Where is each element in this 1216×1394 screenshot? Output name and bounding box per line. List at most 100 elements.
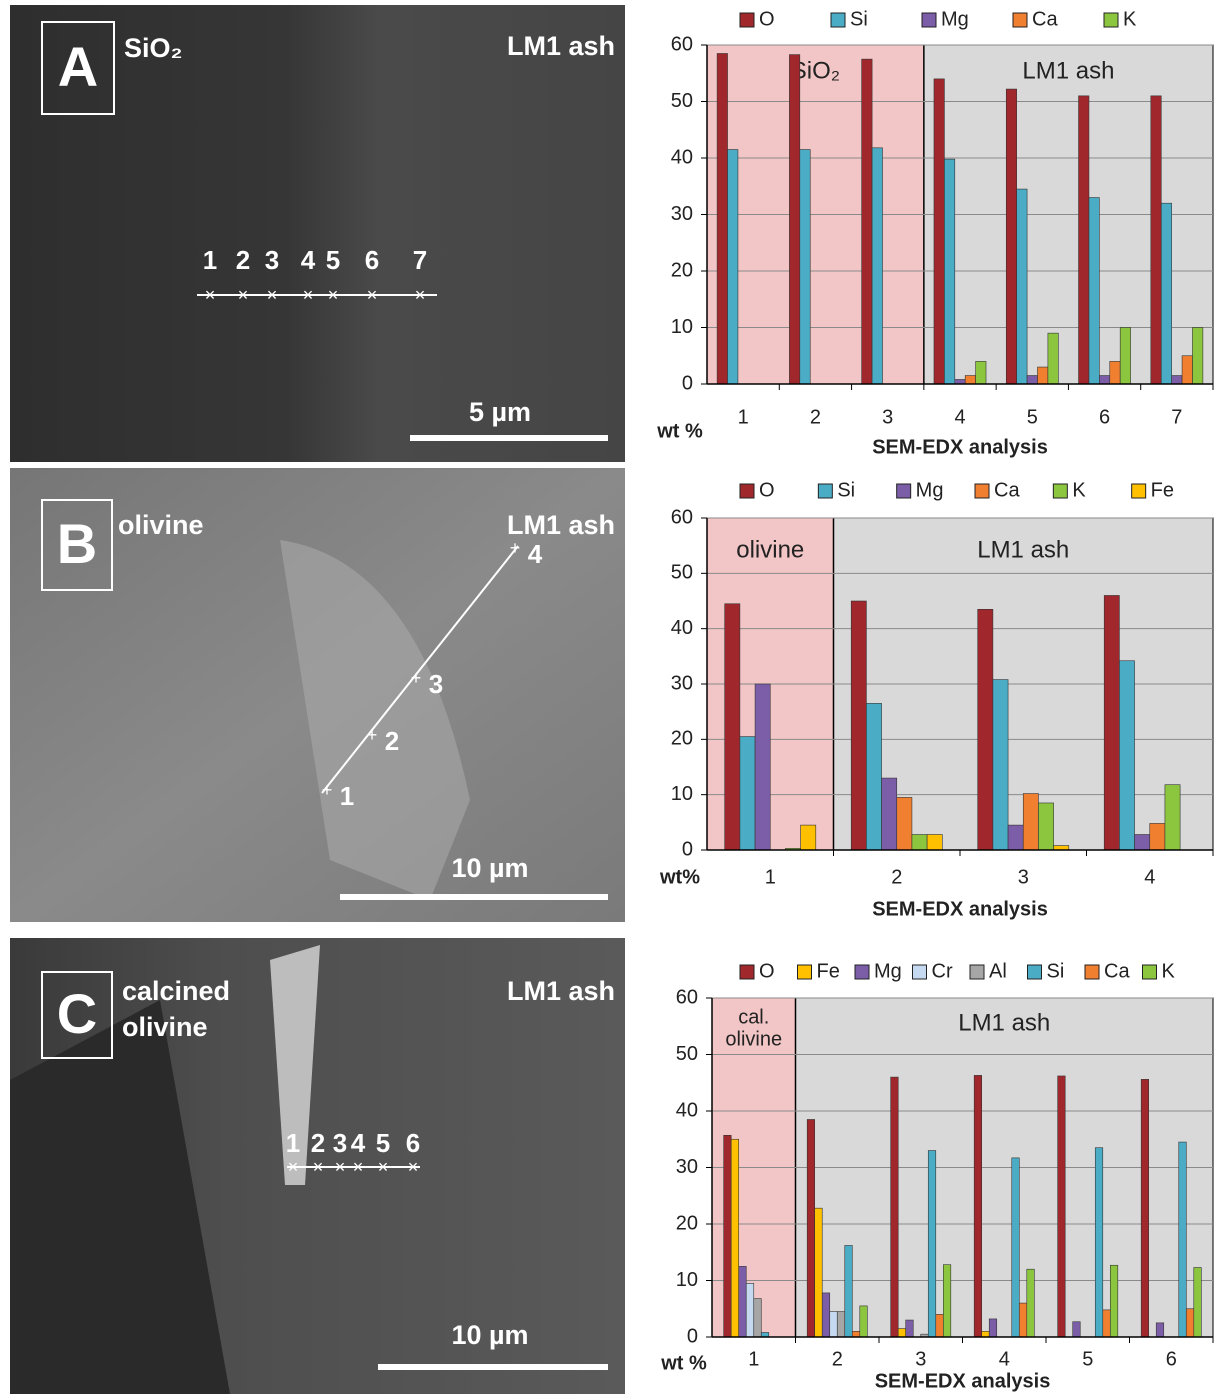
bar bbox=[1016, 188, 1028, 385]
point-marker: × bbox=[408, 1157, 419, 1177]
point-marker: × bbox=[367, 285, 378, 305]
y-tick-label: 0 bbox=[682, 838, 693, 860]
bar bbox=[727, 149, 739, 385]
panel-letter: A bbox=[58, 35, 98, 98]
region-label: olivine bbox=[725, 1028, 782, 1050]
bar bbox=[1109, 361, 1121, 385]
x-tick-label: 3 bbox=[915, 1348, 926, 1370]
legend-swatch bbox=[969, 964, 985, 980]
bar bbox=[829, 1311, 838, 1338]
y-tick-label: 30 bbox=[671, 672, 693, 694]
bar bbox=[754, 683, 771, 851]
matrix-label: LM1 ash bbox=[507, 510, 615, 540]
y-tick-label: 40 bbox=[671, 617, 693, 639]
point-marker: × bbox=[267, 285, 278, 305]
bar bbox=[927, 1150, 937, 1338]
legend-swatch bbox=[739, 12, 755, 28]
bar bbox=[973, 1075, 983, 1338]
bar bbox=[800, 824, 817, 851]
bar bbox=[821, 1292, 831, 1338]
legend-label: K bbox=[1162, 960, 1176, 982]
bar bbox=[789, 54, 801, 385]
y-tick-label: 30 bbox=[671, 203, 693, 225]
y-tick-label: 0 bbox=[687, 1325, 698, 1347]
legend-label: Si bbox=[850, 8, 868, 30]
bar bbox=[1140, 1079, 1150, 1338]
bar bbox=[861, 58, 873, 385]
legend-label: Mg bbox=[941, 8, 969, 30]
bar bbox=[1094, 1147, 1104, 1338]
legend-label: Al bbox=[989, 960, 1007, 982]
bar bbox=[988, 1318, 998, 1338]
legend-label: O bbox=[759, 8, 775, 30]
legend-swatch bbox=[830, 12, 846, 28]
legend-label: Cr bbox=[932, 960, 953, 982]
material-label: olivine bbox=[118, 510, 204, 540]
point-label: 6 bbox=[365, 245, 379, 275]
y-tick-label: 20 bbox=[676, 1212, 698, 1234]
legend-swatch bbox=[1142, 964, 1157, 980]
point-marker: × bbox=[328, 285, 339, 305]
point-marker: × bbox=[238, 285, 249, 305]
bar bbox=[738, 1266, 747, 1338]
image-feature bbox=[10, 1000, 230, 1394]
point-label: 4 bbox=[301, 245, 316, 275]
point-label: 2 bbox=[311, 1128, 325, 1158]
bar bbox=[1022, 793, 1039, 851]
scale-label: 5 µm bbox=[469, 397, 531, 427]
bar bbox=[850, 600, 867, 851]
bar bbox=[905, 1319, 914, 1338]
y-tick-label: 30 bbox=[676, 1156, 698, 1178]
point-label: 1 bbox=[340, 781, 354, 811]
bar bbox=[933, 78, 945, 385]
bar bbox=[730, 1138, 740, 1338]
scale-label: 10 µm bbox=[451, 1320, 528, 1350]
bar bbox=[1005, 88, 1017, 385]
point-label: 1 bbox=[203, 245, 217, 275]
bar bbox=[1007, 824, 1024, 851]
bar bbox=[866, 703, 882, 851]
material-label: calcined bbox=[122, 976, 230, 1006]
bar bbox=[859, 1305, 868, 1338]
bar bbox=[944, 158, 956, 385]
bar bbox=[981, 1331, 990, 1338]
region-label: LM1 ash bbox=[977, 536, 1069, 563]
legend-swatch bbox=[1027, 964, 1042, 980]
bar bbox=[814, 1207, 823, 1338]
bar bbox=[1109, 1264, 1119, 1338]
bar bbox=[1119, 660, 1135, 851]
legend-label: Ca bbox=[1104, 960, 1130, 982]
x-tick-label: 3 bbox=[882, 406, 893, 428]
panel-letter-box bbox=[41, 21, 115, 115]
point-label: 4 bbox=[351, 1128, 366, 1158]
bar bbox=[1057, 1075, 1066, 1338]
bar bbox=[881, 777, 898, 851]
bar bbox=[1103, 595, 1120, 851]
y-tick-label: 50 bbox=[671, 562, 693, 584]
point-label: 3 bbox=[333, 1128, 347, 1158]
y-tick-label: 50 bbox=[671, 90, 693, 112]
x-tick-label: 1 bbox=[738, 406, 749, 428]
matrix-label: LM1 ash bbox=[507, 976, 615, 1006]
bar bbox=[992, 679, 1009, 851]
bar bbox=[844, 1245, 853, 1338]
bar bbox=[1026, 375, 1038, 385]
point-label: 2 bbox=[385, 726, 399, 756]
point-label: 5 bbox=[376, 1128, 390, 1158]
bar bbox=[745, 1283, 755, 1338]
legend-swatch bbox=[1103, 12, 1119, 28]
bar bbox=[1193, 1267, 1202, 1338]
legend-label: O bbox=[759, 960, 775, 982]
legend-label: Si bbox=[1047, 960, 1065, 982]
point-marker: × bbox=[378, 1157, 389, 1177]
point-label: 6 bbox=[406, 1128, 420, 1158]
point-marker: × bbox=[313, 1157, 324, 1177]
legend-label: Fe bbox=[1151, 479, 1174, 501]
bar bbox=[1072, 1321, 1081, 1338]
y-tick-label: 10 bbox=[671, 783, 693, 805]
legend-label: K bbox=[1072, 479, 1086, 501]
bar bbox=[1099, 375, 1111, 385]
x-axis-title: SEM-EDX analysis bbox=[872, 898, 1048, 920]
bar bbox=[1011, 1157, 1020, 1338]
